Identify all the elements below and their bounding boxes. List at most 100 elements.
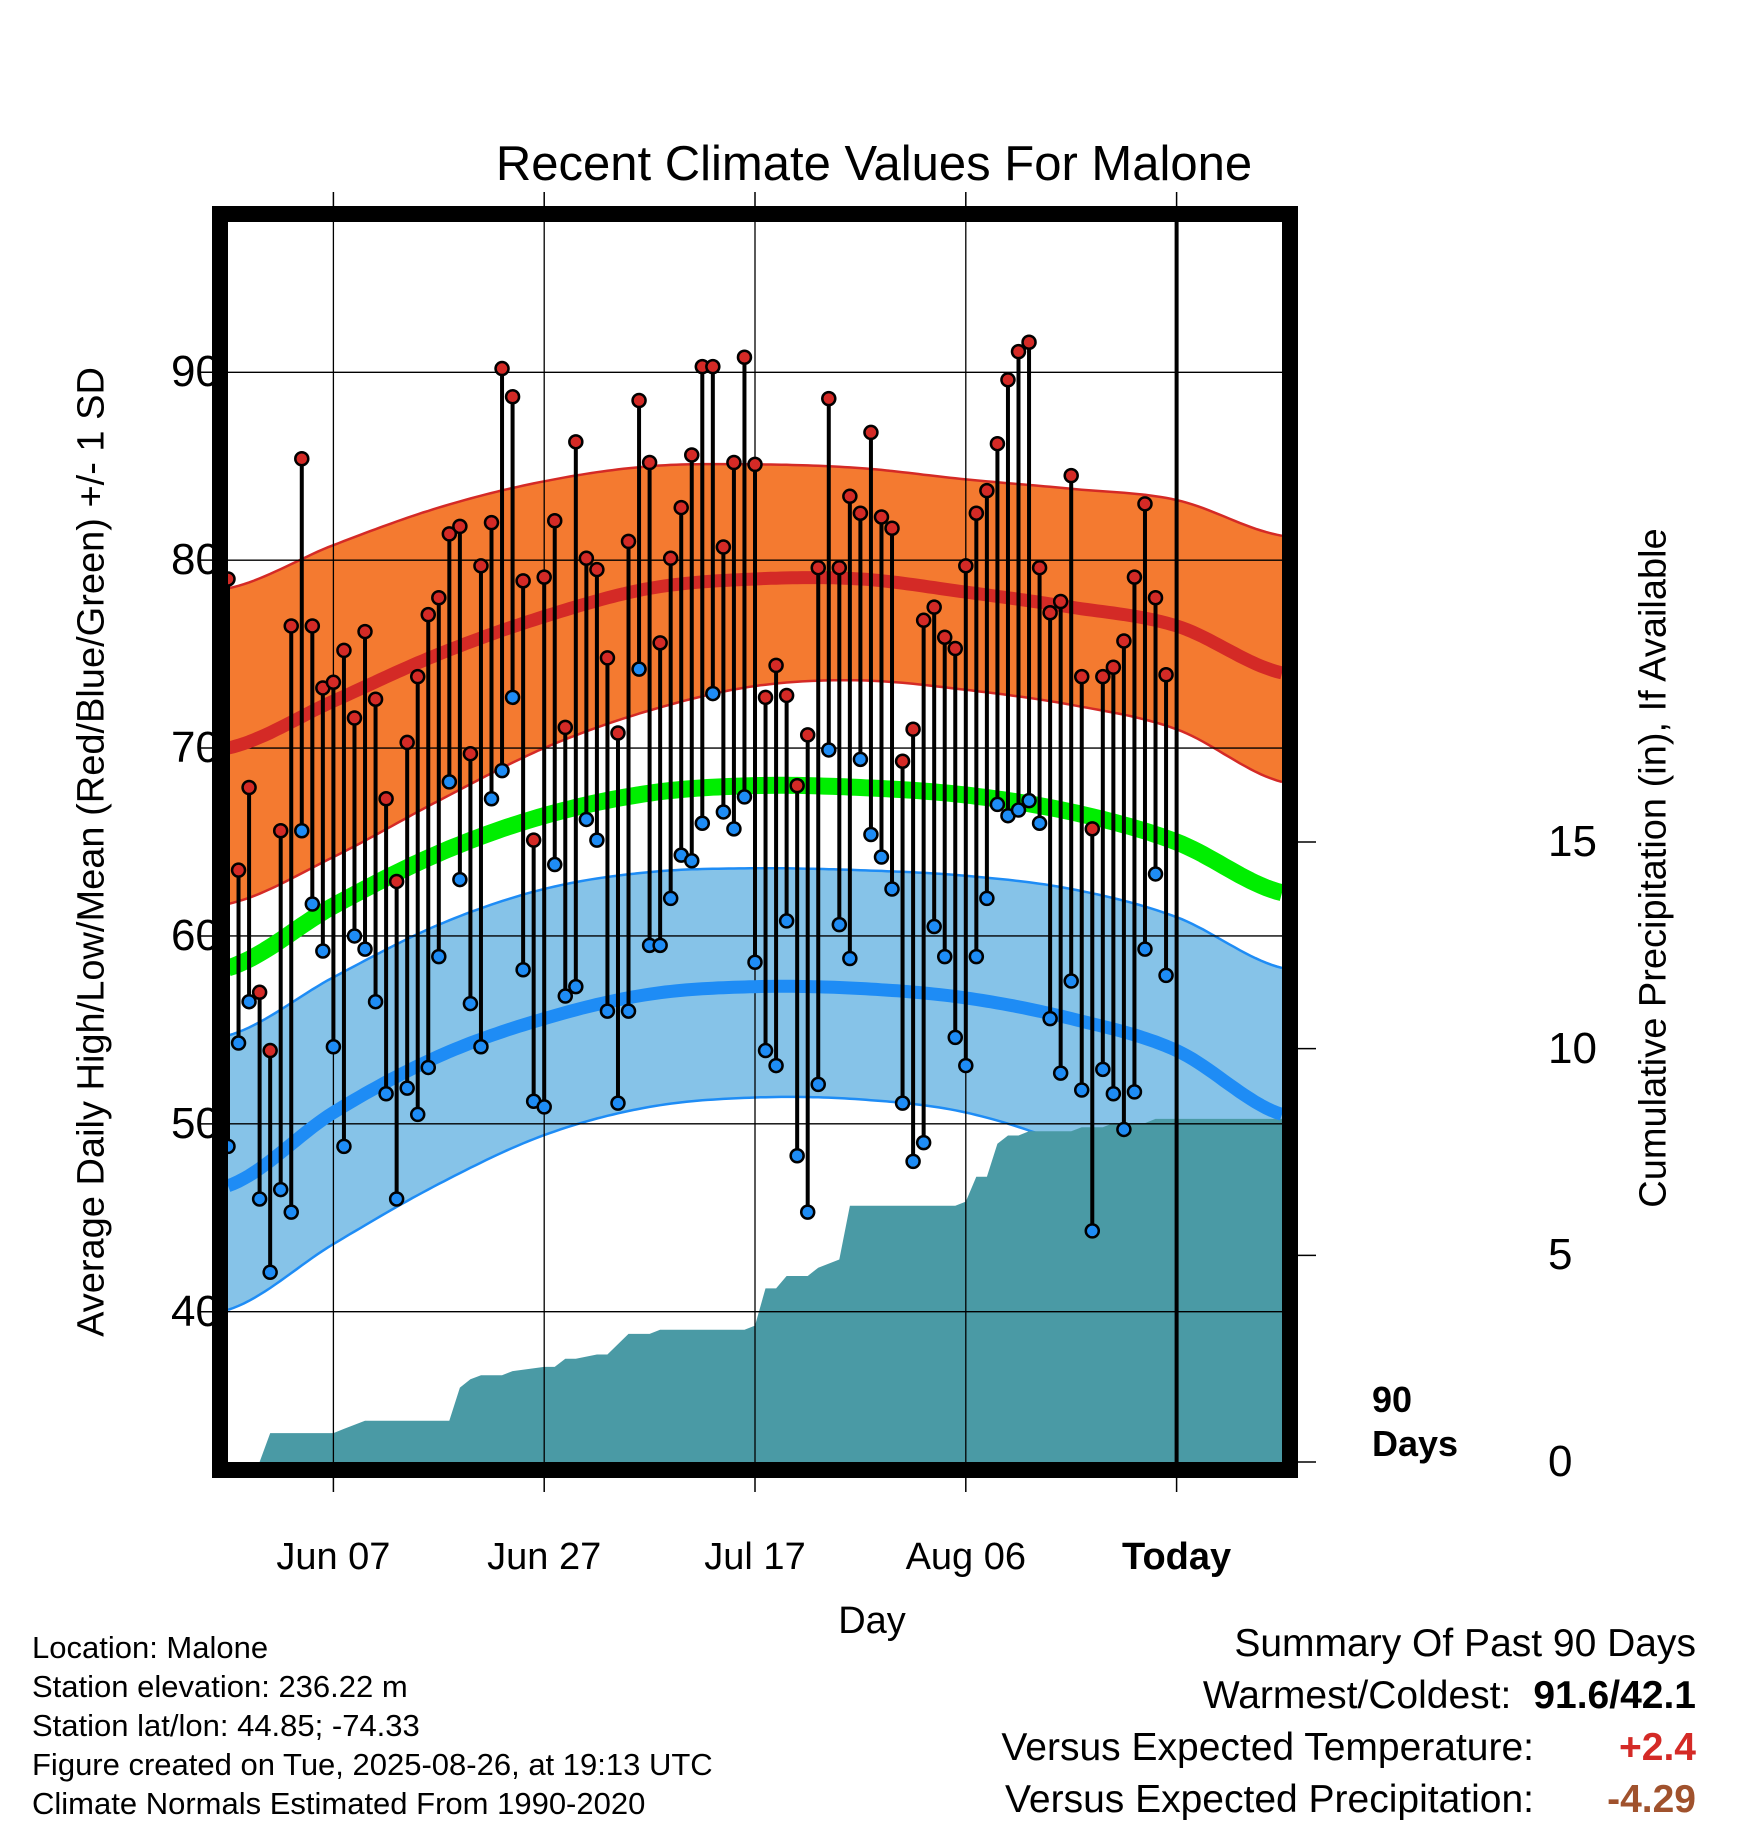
daily-low-point <box>1105 1086 1122 1102</box>
daily-high-point <box>673 499 689 516</box>
daily-low-point <box>357 941 373 957</box>
daily-high-point <box>462 745 479 762</box>
daily-high-point <box>325 674 342 691</box>
daily-low-point <box>546 856 563 873</box>
daily-high-point <box>241 779 257 796</box>
daily-low-point <box>599 1003 616 1019</box>
daily-low-point <box>705 685 721 702</box>
plot-border <box>212 206 1298 1478</box>
daily-low-point <box>989 796 1006 813</box>
daily-low-point <box>515 962 531 978</box>
daily-low-point <box>979 890 995 907</box>
daily-low-point <box>947 1029 964 1046</box>
daily-low-point <box>926 918 942 935</box>
daily-low-point <box>388 1191 405 1207</box>
daily-low-point <box>346 928 363 944</box>
daily-high-point <box>863 424 879 441</box>
daily-low-point <box>557 988 574 1004</box>
daily-low-point <box>1147 866 1164 882</box>
summary-precip-value: -4.29 <box>1607 1778 1696 1821</box>
daily-low-point <box>715 804 732 820</box>
daily-high-point <box>1147 590 1164 606</box>
summary-temp-row: Versus Expected Temperature: +2.4 <box>1001 1722 1696 1774</box>
daily-high-point <box>578 550 595 567</box>
daily-high-point <box>726 454 742 471</box>
daily-low-point <box>399 1080 415 1096</box>
y-tick-label-right: 10 <box>1548 1023 1597 1073</box>
daily-low-point <box>378 1086 394 1102</box>
daily-low-point <box>799 1204 816 1220</box>
summary-heading: Summary Of Past 90 Days <box>1234 1622 1696 1665</box>
daily-high-point <box>378 791 394 807</box>
daily-high-point <box>852 505 869 521</box>
daily-low-point <box>1010 802 1027 818</box>
summary-panel: Summary Of Past 90 Days Warmest/Coldest:… <box>1001 1618 1696 1826</box>
daily-low-point <box>441 774 458 790</box>
daily-low-point <box>1063 973 1079 989</box>
normal-low-line <box>225 979 1285 1192</box>
daily-high-point <box>1116 633 1132 649</box>
today-days-word: Days <box>1372 1423 1459 1464</box>
daily-low-point <box>726 821 742 837</box>
daily-high-point <box>283 618 299 634</box>
daily-high-point <box>958 558 974 574</box>
daily-high-point <box>1031 559 1048 576</box>
daily-high-point <box>409 668 426 685</box>
daily-high-point <box>768 657 784 674</box>
daily-low-point <box>747 954 763 970</box>
daily-low-point <box>842 950 858 967</box>
daily-high-point <box>1042 605 1058 621</box>
daily-high-point <box>831 559 848 576</box>
daily-low-point <box>473 1039 489 1055</box>
daily-high-point <box>1010 343 1027 360</box>
daily-low-point <box>1073 1082 1090 1098</box>
daily-high-point <box>631 392 647 409</box>
daily-low-point <box>589 832 605 848</box>
daily-high-point <box>652 635 668 651</box>
cumulative-precipitation-area <box>228 1118 1282 1462</box>
daily-high-point <box>610 725 626 741</box>
y-tick-label-right: 0 <box>1548 1437 1573 1486</box>
y-tick-label-left: 70 <box>171 723 220 773</box>
daily-high-point <box>757 689 774 706</box>
info-created: Figure created on Tue, 2025-08-26, at 19… <box>32 1747 713 1782</box>
x-tick-label: Today <box>1122 1536 1232 1578</box>
daily-low-point <box>736 789 753 805</box>
daily-low-point <box>1137 941 1153 957</box>
daily-high-point <box>557 719 574 736</box>
info-latlon: Station lat/lon: 44.85; -74.33 <box>32 1708 420 1743</box>
daily-low-point <box>894 1095 911 1111</box>
daily-high-point <box>821 390 837 407</box>
daily-low-point <box>409 1106 426 1123</box>
summary-precip-row: Versus Expected Precipitation: -4.29 <box>1001 1774 1696 1826</box>
daily-high-point <box>262 1042 278 1059</box>
daily-low-point <box>968 948 985 965</box>
daily-high-point <box>568 434 584 450</box>
daily-low-point <box>367 993 384 1010</box>
daily-low-point <box>504 689 521 706</box>
chart-title: Recent Climate Values For Malone <box>495 137 1253 191</box>
daily-high-point <box>936 629 953 645</box>
daily-high-point <box>894 753 911 769</box>
daily-low-point <box>662 890 679 907</box>
daily-high-point <box>294 450 310 467</box>
daily-high-point <box>1000 372 1016 388</box>
daily-high-point <box>968 505 985 521</box>
daily-high-point <box>1084 821 1101 837</box>
daily-low-point <box>768 1057 784 1074</box>
daily-high-point <box>736 349 753 366</box>
daily-low-point <box>1042 1010 1058 1027</box>
daily-low-point <box>757 1042 774 1059</box>
daily-low-point <box>536 1099 552 1115</box>
y-tick-label-left: 60 <box>171 910 220 960</box>
daily-low-point <box>251 1191 268 1207</box>
daily-low-point <box>241 993 257 1010</box>
x-tick-label: Jun 07 <box>276 1536 391 1578</box>
info-elevation: Station elevation: 236.22 m <box>32 1669 408 1704</box>
y-tick-label-left: 90 <box>171 347 220 397</box>
daily-high-point <box>778 687 795 704</box>
daily-high-point <box>589 561 605 578</box>
daily-high-point <box>441 526 458 542</box>
daily-low-point <box>873 849 890 865</box>
